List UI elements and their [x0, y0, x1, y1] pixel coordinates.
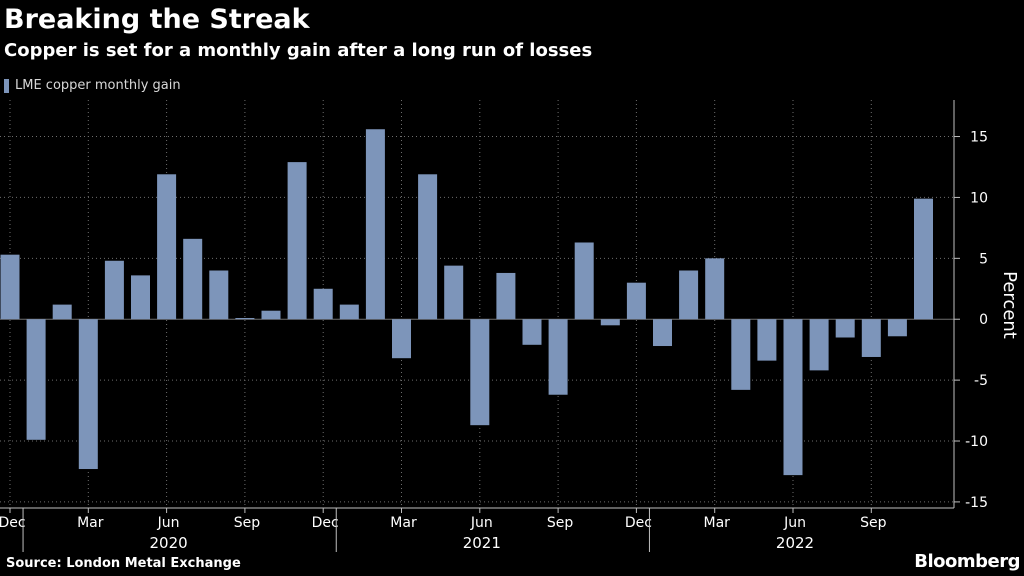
x-tick-label: Jun — [470, 515, 493, 531]
bar-jun-2021 — [470, 319, 490, 426]
year-label: 2021 — [463, 534, 501, 552]
y-tick-label: 0 — [979, 312, 988, 328]
legend-swatch — [4, 78, 9, 93]
bar-nov-2020 — [287, 162, 307, 320]
bar-mar-2020 — [78, 319, 98, 470]
bar-feb-2020 — [52, 304, 72, 320]
year-label: 2022 — [776, 534, 814, 552]
bar-jun-2020 — [157, 174, 177, 320]
bar-oct-2022 — [887, 319, 907, 337]
bar-sep-2020 — [235, 318, 255, 320]
y-tick-label: 5 — [979, 251, 988, 267]
x-tick-label: Dec — [625, 515, 652, 531]
x-tick-label: Jun — [157, 515, 180, 531]
y-tick-label: 15 — [970, 130, 988, 146]
bar-jul-2022 — [809, 319, 829, 371]
bar-jan-2020 — [26, 319, 46, 440]
y-tick-label: -5 — [974, 373, 988, 389]
x-tick-label: Sep — [860, 515, 887, 531]
bar-nov-2022 — [914, 198, 933, 320]
bar-sep-2022 — [861, 319, 881, 357]
bar-apr-2022 — [731, 319, 751, 390]
x-tick-label: Sep — [234, 515, 261, 531]
bar-apr-2021 — [418, 174, 438, 320]
bar-feb-2021 — [365, 129, 385, 320]
axes: -15 -10 -5 0 5 10 15 Dec Mar Jun Sep Dec Mar Jun Sep De… — [0, 100, 988, 552]
bar-nov-2021 — [600, 319, 620, 326]
bar-mar-2021 — [392, 319, 411, 359]
x-tick-label: Mar — [390, 515, 417, 531]
y-tick-label: -15 — [965, 495, 988, 511]
bar-aug-2020 — [209, 270, 229, 320]
bar-may-2020 — [131, 275, 150, 320]
year-label: 2020 — [150, 534, 188, 552]
bar-jun-2022 — [783, 319, 803, 476]
y-tick-label: -10 — [965, 434, 988, 450]
bar-aug-2022 — [835, 319, 855, 338]
bar-dec-2021 — [626, 282, 646, 320]
bar-oct-2021 — [574, 242, 594, 320]
bar-jul-2020 — [183, 238, 203, 320]
x-tick-label: Dec — [0, 515, 26, 531]
bar-sep-2021 — [548, 319, 568, 395]
bar-dec-2019 — [0, 254, 20, 320]
bar-jan-2021 — [339, 304, 359, 320]
legend-label: LME copper monthly gain — [15, 78, 181, 93]
bar-may-2022 — [757, 319, 777, 361]
bars — [0, 129, 933, 476]
x-tick-label: Sep — [547, 515, 574, 531]
y-axis-title: Percent — [999, 271, 1020, 339]
bar-mar-2022 — [705, 258, 725, 320]
bar-aug-2021 — [522, 319, 542, 345]
bar-oct-2020 — [261, 310, 281, 320]
x-tick-label: Mar — [703, 515, 730, 531]
y-tick-label: 10 — [970, 190, 988, 206]
bloomberg-logo: Bloomberg — [914, 551, 1020, 572]
x-tick-label: Mar — [77, 515, 104, 531]
bar-jul-2021 — [496, 272, 516, 320]
x-tick-label: Dec — [312, 515, 339, 531]
legend: LME copper monthly gain — [4, 78, 181, 93]
chart-subtitle: Copper is set for a monthly gain after a… — [4, 40, 593, 61]
x-tick-label: Jun — [783, 515, 806, 531]
source-note: Source: London Metal Exchange — [6, 556, 241, 571]
bar-apr-2020 — [104, 260, 124, 320]
bar-dec-2020 — [313, 288, 333, 320]
bar-feb-2022 — [679, 270, 699, 320]
bar-jan-2022 — [653, 319, 672, 347]
chart-title: Breaking the Streak — [4, 4, 310, 35]
bar-may-2021 — [444, 265, 464, 320]
